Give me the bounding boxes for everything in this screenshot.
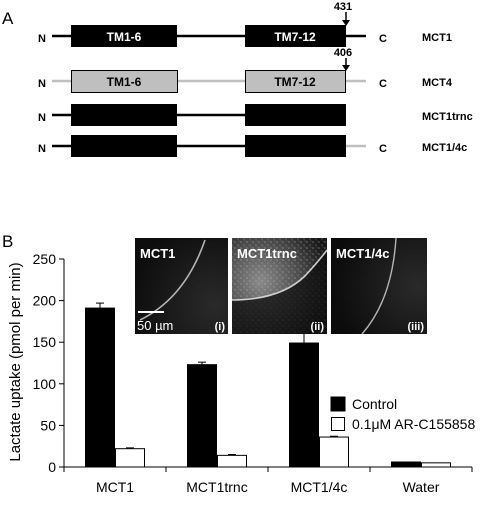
mct4-arrow-head-icon bbox=[342, 65, 350, 71]
x-tick-label: Water bbox=[403, 479, 440, 495]
panel-b: B Lactate uptake (pmol per min) 0 50 100 15… bbox=[2, 232, 475, 495]
micrograph-mct1-4c-image bbox=[331, 238, 427, 334]
mct1-tm7-12-label: TM7-12 bbox=[274, 30, 316, 44]
micrograph-mct1: MCT1 50 µm (i) bbox=[135, 238, 228, 334]
legend: Control 0.1μM AR-C155858 bbox=[330, 396, 475, 432]
bar-control-1 bbox=[187, 364, 217, 468]
mct1-arrow-head-icon bbox=[342, 20, 350, 26]
mct1-residue-431: 431 bbox=[334, 1, 352, 13]
mct1trnc-tm7-12-block bbox=[245, 104, 346, 126]
y-axis-label: Lactate uptake (pmol per min) bbox=[7, 262, 24, 461]
y-tick-label: 200 bbox=[33, 293, 57, 309]
y-axis: 0 50 100 150 200 250 bbox=[33, 251, 65, 475]
bar-series bbox=[85, 302, 451, 468]
mct1-4c-c-terminus: C bbox=[379, 143, 387, 155]
micrograph-mct1-index: (i) bbox=[215, 321, 226, 333]
mct4-tm7-12-label: TM7-12 bbox=[274, 75, 316, 89]
construct-mct4: TM1-6 TM7-12 N C MCT4 406 bbox=[38, 47, 453, 93]
x-tick-label: MCT1trnc bbox=[186, 479, 247, 495]
panel-b-label: B bbox=[2, 232, 13, 251]
mct1-tm1-6-label: TM1-6 bbox=[107, 30, 142, 44]
panel-a-label: A bbox=[2, 9, 14, 28]
mct1trnc-n-terminus: N bbox=[38, 112, 46, 124]
micrograph-mct1trnc-title: MCT1trnc bbox=[237, 246, 297, 261]
bar-ar-c155858-1 bbox=[217, 454, 247, 468]
mct1-c-terminus: C bbox=[379, 33, 387, 45]
micrograph-mct1-4c-membrane-stain bbox=[361, 237, 397, 335]
construct-mct1-4c: N C MCT1/4c bbox=[38, 135, 467, 157]
mct4-c-terminus: C bbox=[379, 78, 387, 90]
micrograph-mct1-4c-title: MCT1/4c bbox=[336, 246, 389, 261]
micrograph-mct1-4c: MCT1/4c (iii) bbox=[331, 237, 427, 335]
mct1-tm7-12-block bbox=[245, 25, 346, 47]
mct4-name: MCT4 bbox=[422, 77, 453, 89]
mct1trnc-name: MCT1trnc bbox=[422, 111, 473, 123]
mct1-4c-n-terminus: N bbox=[38, 143, 46, 155]
micrograph-mct1trnc: MCT1trnc (ii) bbox=[231, 238, 328, 334]
mct1-4c-name: MCT1/4c bbox=[422, 142, 467, 154]
mct1trnc-tm1-6-block bbox=[71, 104, 177, 126]
bar-ar-c155858-2 bbox=[319, 436, 349, 468]
mct1-4c-tm1-6-block bbox=[71, 135, 177, 157]
construct-mct1trnc: N MCT1trnc bbox=[38, 104, 473, 126]
y-tick-label: 100 bbox=[33, 376, 57, 392]
panel-a: A TM1-6 TM7-12 N C MCT1 431 TM1-6 TM7-12… bbox=[2, 1, 473, 157]
bar-ar-c155858-0 bbox=[115, 448, 145, 468]
legend-label-ar-c155858: 0.1μM AR-C155858 bbox=[352, 416, 475, 432]
x-tick-label: MCT1/4c bbox=[291, 479, 348, 495]
micrograph-mct1-4c-index: (iii) bbox=[408, 321, 425, 333]
scale-bar-label: 50 µm bbox=[137, 318, 173, 333]
construct-mct1: TM1-6 TM7-12 N C MCT1 431 bbox=[38, 1, 452, 47]
y-tick-label: 150 bbox=[33, 334, 57, 350]
micrograph-mct1-membrane-stain bbox=[139, 239, 206, 321]
micrograph-mct1trnc-index: (ii) bbox=[311, 321, 325, 333]
bar-ar-c155858-3 bbox=[421, 462, 451, 468]
legend-swatch-ar-c155858 bbox=[331, 417, 345, 431]
y-tick-label: 250 bbox=[33, 251, 57, 267]
mct4-tm7-12-block bbox=[245, 70, 346, 93]
legend-swatch-control bbox=[330, 396, 346, 412]
mct4-residue-406: 406 bbox=[334, 47, 352, 59]
bar-control-2 bbox=[289, 342, 319, 468]
micrograph-mct1trnc-membrane-stain bbox=[231, 249, 328, 301]
bar-control-0 bbox=[85, 307, 115, 468]
bar-control-3 bbox=[391, 461, 421, 468]
mct4-tm1-6-block bbox=[71, 70, 178, 93]
mct1-n-terminus: N bbox=[38, 33, 46, 45]
mct1-4c-tm7-12-block bbox=[245, 135, 346, 157]
micrograph-mct1-title: MCT1 bbox=[140, 246, 175, 261]
mct1-name: MCT1 bbox=[422, 32, 452, 44]
mct1-tm1-6-block bbox=[71, 25, 177, 47]
legend-label-control: Control bbox=[352, 396, 397, 412]
y-tick-label: 0 bbox=[48, 459, 56, 475]
x-tick-label: MCT1 bbox=[96, 479, 134, 495]
y-tick-label: 50 bbox=[40, 417, 56, 433]
mct4-tm1-6-label: TM1-6 bbox=[107, 75, 142, 89]
micrograph-mct1trnc-dark-region bbox=[232, 250, 327, 334]
x-axis: MCT1 MCT1trnc MCT1/4c Water bbox=[63, 466, 473, 495]
mct4-n-terminus: N bbox=[38, 78, 46, 90]
